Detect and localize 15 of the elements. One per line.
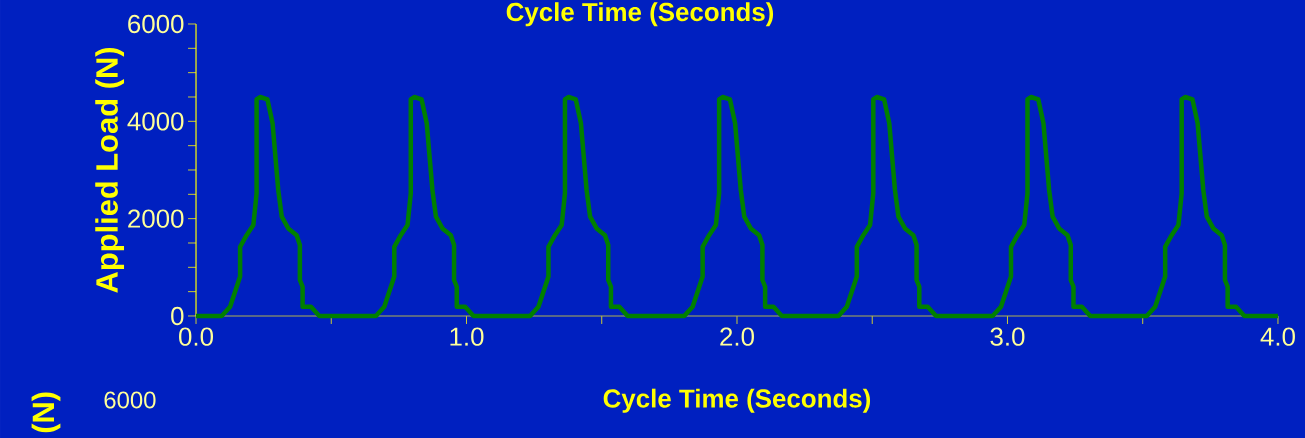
y-tick-label: 0 [171,306,184,326]
text: 6000 [104,391,156,409]
x-tick-label: 1.0 [450,327,484,346]
x-tick-label: 2.0 [720,327,754,346]
chart-title: Cycle Time (Seconds) [506,2,774,27]
y-tick-label: 4000 [127,112,184,131]
x-tick-label: 3.0 [990,327,1025,346]
line-series [193,94,1281,319]
text: (N) [31,392,61,433]
y-axis-title: Applied Load (N) [95,48,125,293]
y-tick-label: 2000 [128,209,184,228]
x-tick-label: 0.0 [179,327,214,346]
y-tick-label: 6000 [128,14,184,34]
x-tick-label: 4.0 [1260,327,1295,346]
x-axis-title: Cycle Time (Seconds) [603,388,871,413]
